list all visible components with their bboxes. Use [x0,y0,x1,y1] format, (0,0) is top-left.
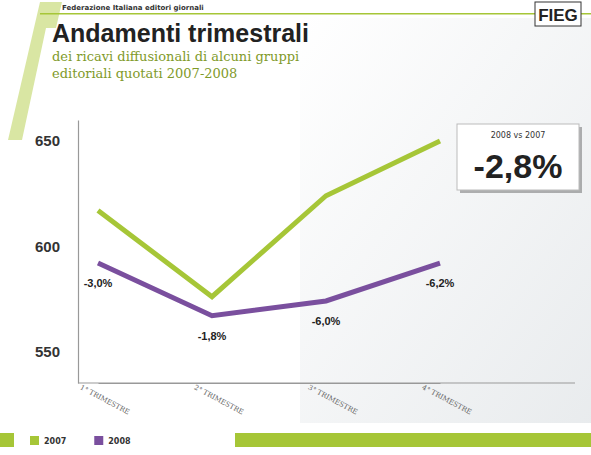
x-tick: 3° TRIMESTRE [307,383,359,416]
background-image [300,18,591,423]
bottom-band-left [0,433,14,447]
line-2007 [98,141,440,297]
y-tick: 550 [35,343,78,360]
legend-swatch [30,436,39,445]
y-tick: 650 [35,132,78,149]
x-tick-label: 4° TRIMESTRE [421,383,473,416]
x-axis-line [99,383,441,384]
subtitle-line: editoriali quotati 2007-2008 [52,66,237,81]
subtitle: dei ricavi diffusionali di alcuni gruppi… [52,49,299,81]
top-rule [40,13,591,15]
annotation: -6,2% [426,277,455,289]
x-tick: 2° TRIMESTRE [193,383,245,416]
annotation: -3,0% [84,277,113,289]
highlight-label: 2008 vs 2007 [491,131,546,140]
legend-label: 2008 [108,437,131,446]
logo-box [535,2,581,26]
y-tick-label: 650 [35,132,60,149]
y-tick-label: 550 [35,343,60,360]
title: Andamenti trimestrali [52,19,309,47]
x-tick-label: 3° TRIMESTRE [307,383,359,416]
plot-area [98,141,440,316]
annotation: -6,0% [312,315,341,327]
x-axis-extension [78,382,575,383]
x-tick: 1° TRIMESTRE [79,383,131,416]
legend-label: 2007 [44,437,66,446]
y-tick: 600 [35,238,78,255]
highlight-value: -2,8% [474,147,563,185]
y-axis-line [78,121,79,384]
bottom-band [235,433,591,447]
highlight-box: 2008 vs 2007 -2,8% [457,124,582,193]
subtitle-line: dei ricavi diffusionali di alcuni gruppi [52,49,299,64]
logo-text: FIEG [538,6,578,25]
legend: 2007 2008 [30,436,131,446]
legend-swatch [94,436,103,445]
chart: Federazione Italiana editori giornali FIE… [0,0,591,455]
y-axis: 550 600 650 [35,121,79,384]
x-tick-label: 1° TRIMESTRE [79,383,131,416]
header-text: Federazione Italiana editori giornali [62,4,204,12]
x-axis: 1° TRIMESTRE 2° TRIMESTRE 3° TRIMESTRE 4° T… [79,383,473,416]
x-tick-label: 2° TRIMESTRE [193,383,245,416]
y-tick-label: 600 [35,238,60,255]
logo: FIEG [535,2,581,26]
annotation: -1,8% [198,330,227,342]
x-tick: 4° TRIMESTRE [421,383,473,416]
line-2008 [98,263,440,316]
highlight-bg [457,124,579,190]
